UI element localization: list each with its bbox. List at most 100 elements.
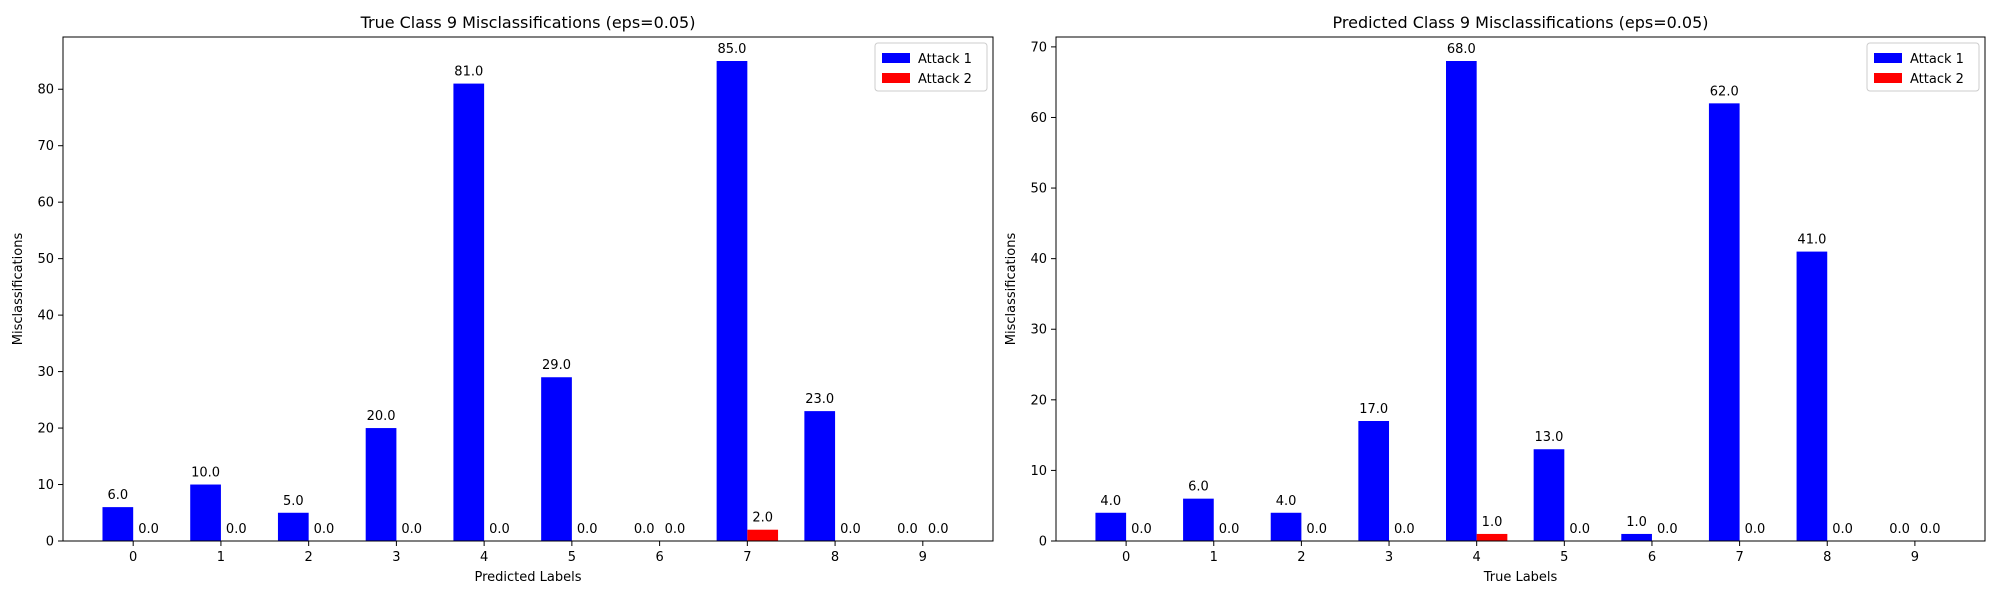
axes-frame	[1055, 36, 1986, 542]
bar-attack1-4	[1446, 61, 1477, 541]
bar-attack1-8	[1796, 251, 1828, 541]
data-label: 0.0	[928, 522, 949, 537]
x-tick-label: 9	[919, 550, 927, 565]
legend-swatch-attack2	[882, 73, 910, 83]
data-label: 62.0	[1710, 84, 1739, 99]
bar-attack1-1	[1183, 498, 1214, 541]
bar-attack1-3	[1358, 421, 1390, 541]
y-axis-label: Misclassifications	[1004, 233, 1019, 346]
chart-title: Predicted Class 9 Misclassifications (ep…	[1333, 13, 1709, 32]
x-tick-label: 6	[655, 550, 663, 565]
data-label: 0.0	[1131, 522, 1152, 537]
x-tick-label: 4	[1473, 550, 1481, 565]
data-label: 85.0	[718, 42, 747, 57]
x-tick-label: 6	[1648, 550, 1656, 565]
data-label: 6.0	[107, 488, 128, 503]
bar-attack2-4	[1476, 533, 1508, 541]
data-label: 1.0	[1626, 515, 1647, 530]
bar-attack1-2	[1270, 512, 1302, 541]
legend-swatch-attack1	[1874, 53, 1902, 63]
y-tick-label: 50	[1030, 182, 1047, 197]
y-tick-label: 20	[37, 422, 54, 437]
data-label: 0.0	[665, 522, 686, 537]
data-label: 0.0	[1219, 522, 1240, 537]
data-label: 68.0	[1447, 42, 1476, 57]
x-tick-label: 1	[1210, 550, 1218, 565]
x-tick-label: 9	[1911, 550, 1919, 565]
legend-label: Attack 2	[918, 72, 972, 87]
y-tick-label: 80	[37, 83, 54, 98]
data-label: 10.0	[191, 466, 220, 481]
data-label: 5.0	[283, 494, 304, 509]
data-label: 0.0	[138, 522, 159, 537]
y-tick-label: 60	[1030, 111, 1047, 126]
bar-attack1-6	[1621, 533, 1652, 541]
x-tick-label: 5	[1560, 550, 1568, 565]
x-tick-label: 8	[831, 550, 839, 565]
legend-label: Attack 1	[918, 52, 972, 67]
data-label: 81.0	[454, 65, 483, 80]
chart-2: 4.0 6.0 4.0 17.0 68.0 13.0 1.0 62.0 4 1.0 0.0 0.0 0.…	[1004, 13, 1986, 585]
data-label: 0.0	[840, 522, 861, 537]
chart-title: True Class 9 Misclassifications (eps=0.0…	[360, 13, 696, 32]
bar-attack1-4	[453, 83, 485, 541]
legend-swatch-attack1	[882, 53, 910, 63]
legend-label: Attack 1	[1910, 52, 1964, 67]
data-label: 0.0	[489, 522, 510, 537]
data-label: 1.0	[1482, 515, 1503, 530]
data-label: 0.0	[1745, 522, 1766, 537]
legend-swatch-attack2	[1874, 73, 1902, 83]
data-label: 4.0	[1100, 494, 1121, 509]
data-label: 0.0	[1920, 522, 1941, 537]
data-label: 0.0	[634, 522, 655, 537]
data-label: 13.0	[1535, 430, 1564, 445]
data-label: 0.0	[1657, 522, 1678, 537]
bar-attack1-2	[277, 512, 309, 541]
y-tick-label: 0	[1039, 535, 1047, 550]
x-tick-label: 5	[568, 550, 576, 565]
bar-attack2-7	[747, 529, 779, 541]
legend: Attack 1 Attack 2	[874, 42, 988, 92]
x-axis-label: True Labels	[1483, 570, 1558, 585]
data-label: 0.0	[1569, 522, 1590, 537]
data-label: 0.0	[401, 522, 422, 537]
data-label: 0.0	[897, 522, 918, 537]
data-label: 0.0	[1306, 522, 1327, 537]
data-label: 4.0	[1276, 494, 1297, 509]
bar-attack1-1	[190, 484, 221, 541]
y-tick-label: 30	[37, 365, 54, 380]
data-label: 20.0	[367, 409, 396, 424]
axes-frame	[62, 36, 994, 542]
x-tick-label: 2	[1297, 550, 1305, 565]
bar-attack1-7	[716, 61, 748, 541]
bar-attack1-8	[804, 411, 836, 541]
data-label: 17.0	[1359, 402, 1388, 417]
x-tick-label: 0	[1122, 550, 1130, 565]
legend-label: Attack 2	[1910, 72, 1964, 87]
x-tick-label: 2	[305, 550, 313, 565]
data-label: 23.0	[805, 392, 834, 407]
y-tick-label: 70	[1030, 40, 1047, 55]
bar-attack1-7	[1708, 103, 1740, 541]
data-label: 0.0	[314, 522, 335, 537]
y-tick-label: 70	[37, 139, 54, 154]
x-tick-label: 1	[217, 550, 225, 565]
bar-attack1-0	[1095, 512, 1127, 541]
bar-attack1-0	[102, 507, 134, 541]
y-tick-label: 40	[37, 309, 54, 324]
y-tick-label: 10	[37, 478, 54, 493]
data-label: 0.0	[1394, 522, 1415, 537]
x-tick-label: 3	[392, 550, 400, 565]
y-tick-label: 60	[37, 196, 54, 211]
x-tick-label: 0	[129, 550, 137, 565]
data-label: 29.0	[542, 358, 571, 373]
chart-1: 6.010.05.020.081.029.00.085.023.00.00.0 0…	[11, 13, 994, 585]
y-tick-label: 40	[1030, 252, 1047, 267]
data-label: 6.0	[1188, 480, 1209, 495]
bar-attack1-3	[365, 428, 397, 541]
x-tick-label: 8	[1823, 550, 1831, 565]
y-tick-label: 50	[37, 252, 54, 267]
x-axis-label: Predicted Labels	[474, 570, 581, 585]
data-label: 0.0	[577, 522, 598, 537]
